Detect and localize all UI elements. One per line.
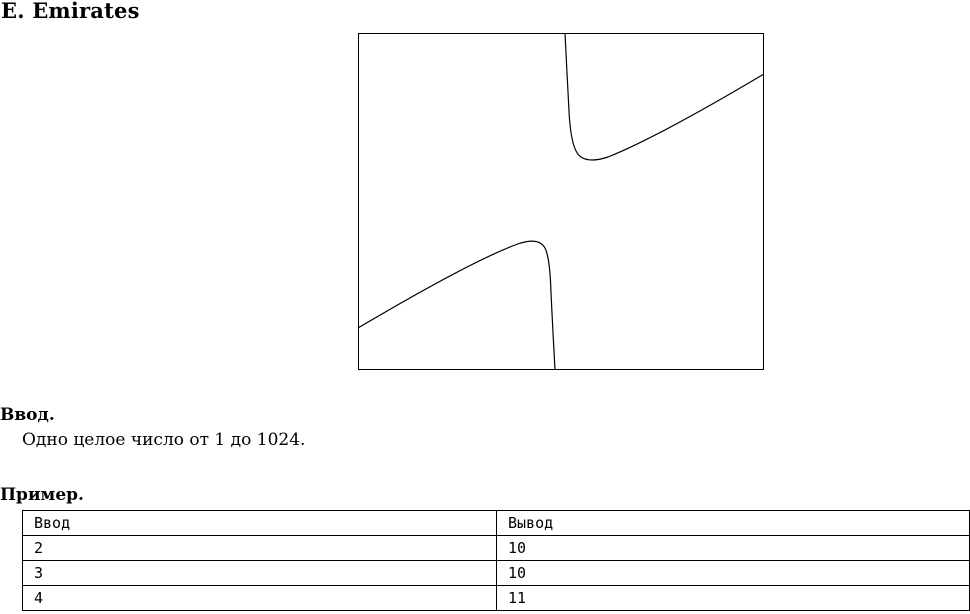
example-table: Ввод Вывод 2 10 3 10 4 11 bbox=[22, 510, 970, 611]
curve-figure bbox=[358, 33, 764, 370]
lower-curve bbox=[358, 240, 556, 370]
example-heading: Пример. bbox=[0, 485, 84, 505]
upper-curve bbox=[564, 33, 764, 161]
table-row: 2 10 bbox=[22, 535, 970, 561]
cell-output: 10 bbox=[496, 560, 970, 586]
cell-output: 11 bbox=[496, 585, 970, 611]
table-row: 4 11 bbox=[22, 585, 970, 611]
curve-figure-svg bbox=[358, 33, 764, 370]
table-header-row: Ввод Вывод bbox=[22, 510, 970, 536]
cell-output: 10 bbox=[496, 535, 970, 561]
table-row: 3 10 bbox=[22, 560, 970, 586]
cell-input: 2 bbox=[22, 535, 497, 561]
input-heading: Ввод. bbox=[0, 405, 55, 425]
input-description: Одно целое число от 1 до 1024. bbox=[22, 430, 306, 450]
header-output: Вывод bbox=[496, 510, 970, 536]
figure-frame bbox=[358, 33, 764, 370]
problem-title: E. Emirates bbox=[1, 0, 140, 23]
cell-input: 3 bbox=[22, 560, 497, 586]
header-input: Ввод bbox=[22, 510, 497, 536]
cell-input: 4 bbox=[22, 585, 497, 611]
